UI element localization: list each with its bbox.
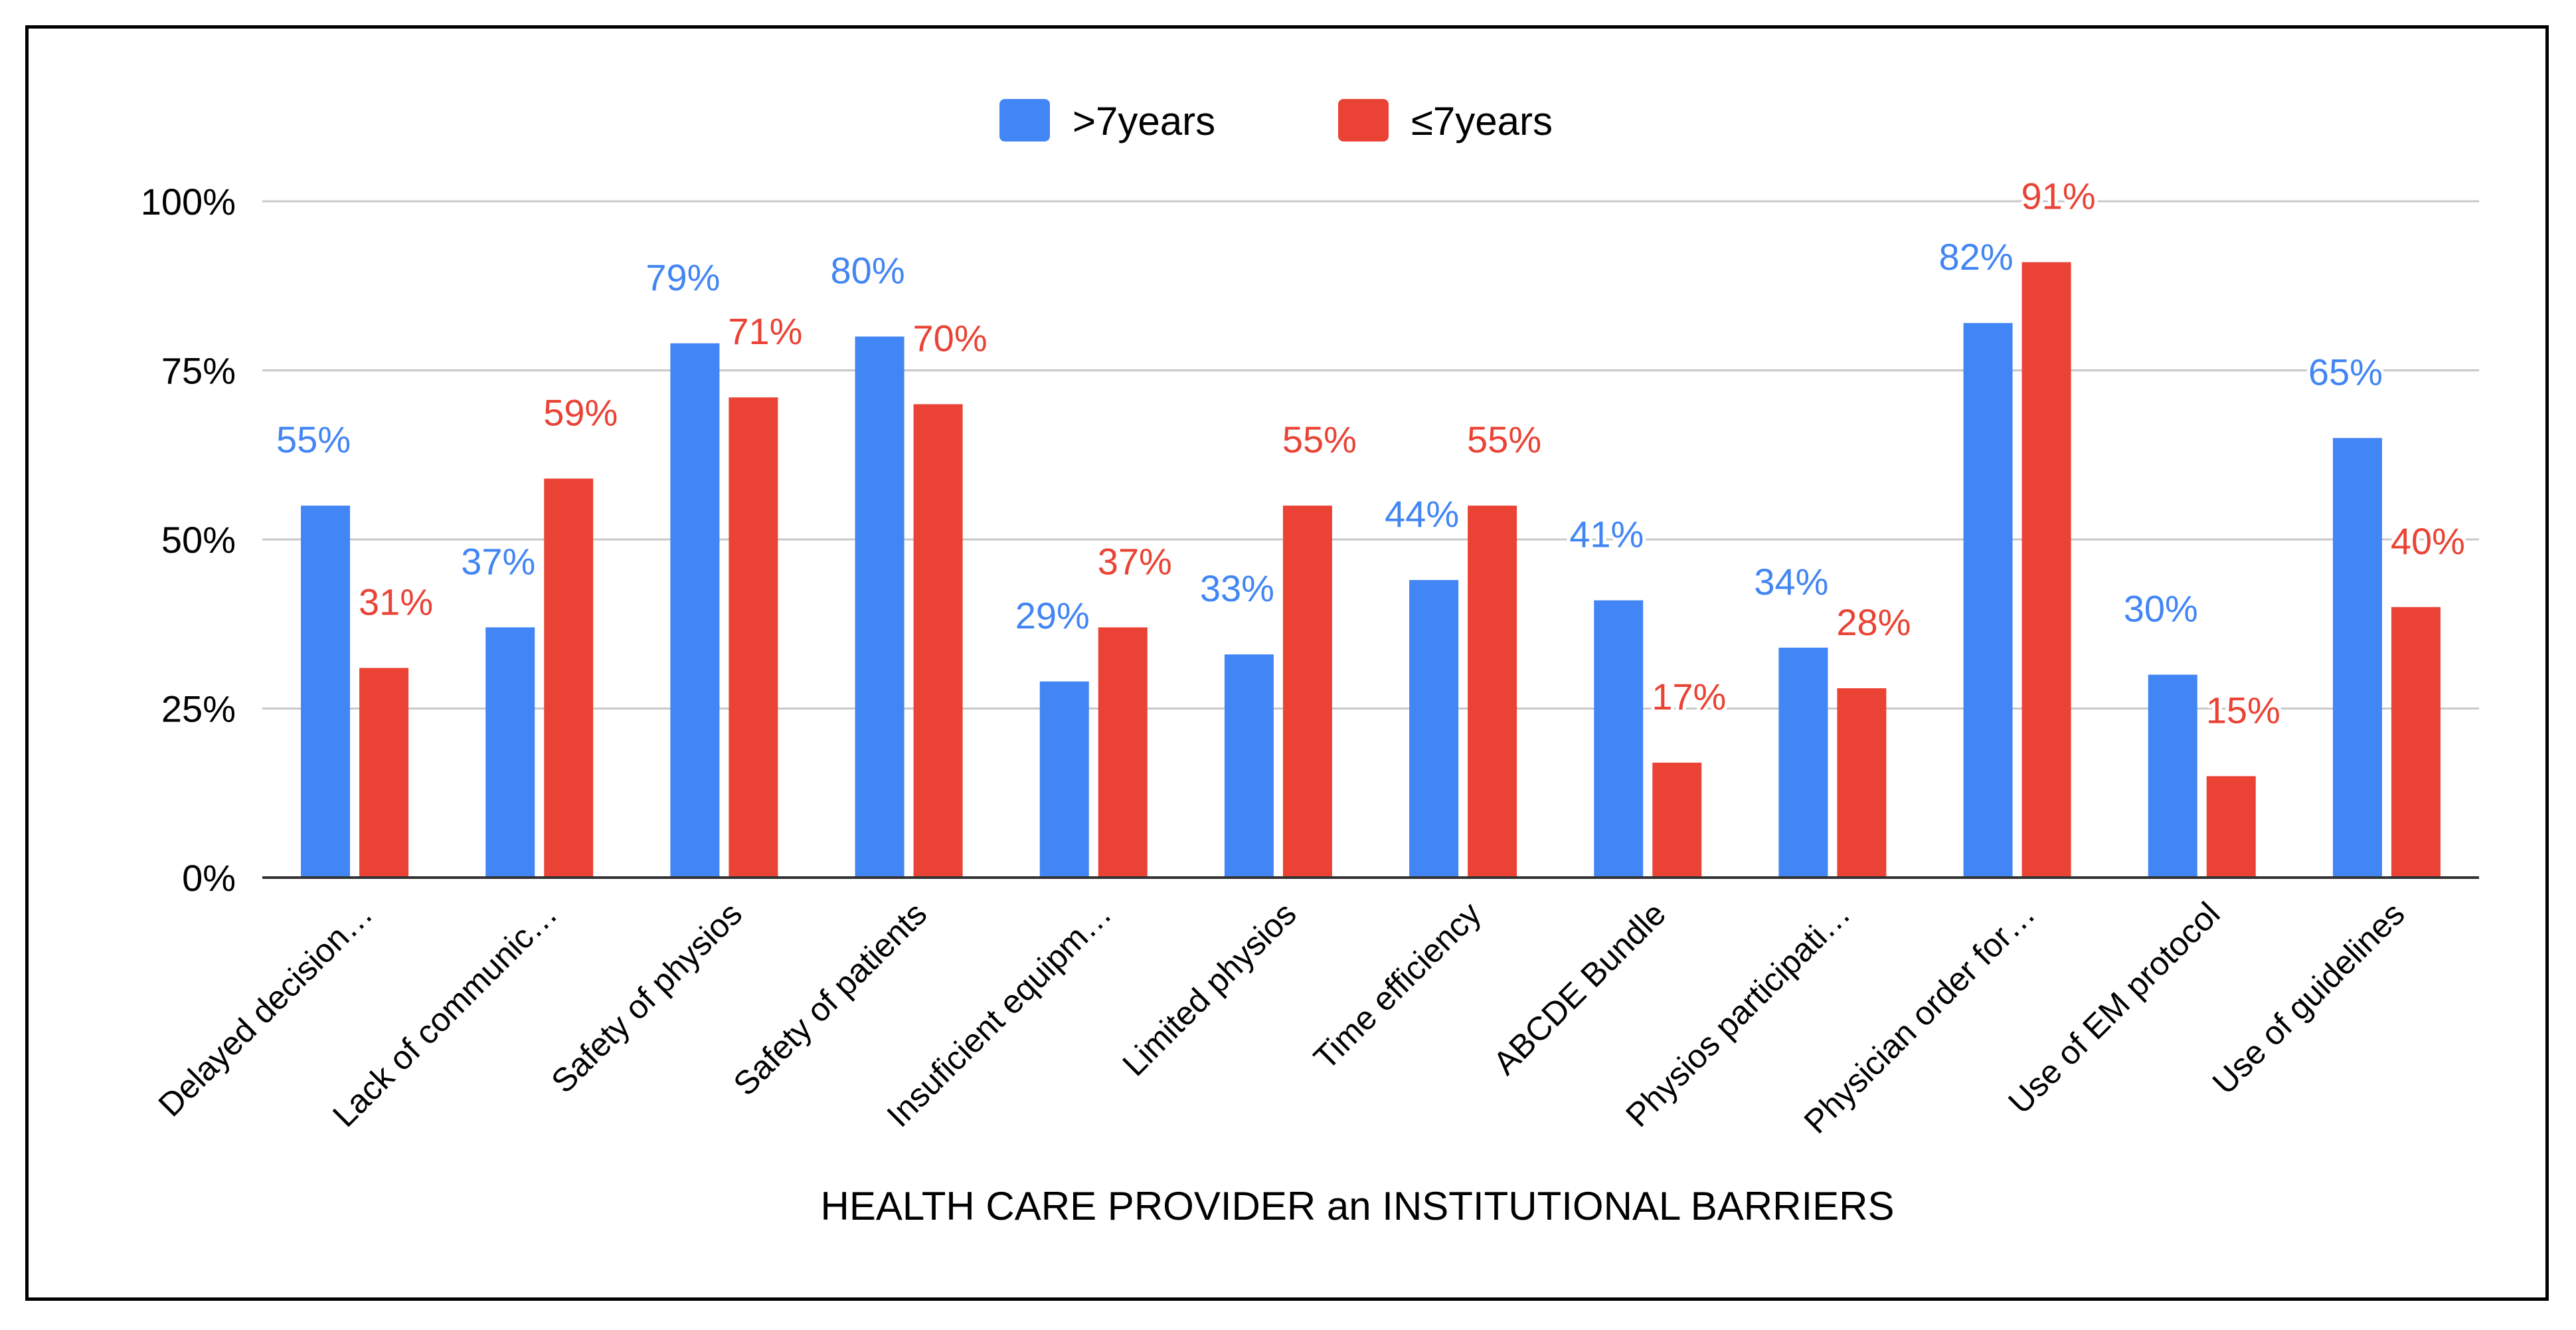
bar-gt7years (1224, 654, 1274, 878)
data-label-le7years: 55% (1282, 419, 1357, 460)
x-category-label: Safety of patients (727, 895, 934, 1103)
data-label-le7years: 91% (2021, 175, 2096, 217)
bar-le7years (1468, 506, 1517, 878)
y-tick-label: 0% (182, 857, 236, 899)
bar-gt7years (670, 343, 720, 878)
x-category-label: Use of guidelines (2205, 895, 2412, 1101)
data-label-le7years: 59% (543, 391, 618, 433)
x-axis-category-labels: Delayed decision…Lack of communic…Safety… (151, 895, 2412, 1141)
data-label-le7years: 31% (359, 581, 433, 622)
bar-gt7years (1594, 600, 1644, 878)
bar-gt7years (1963, 323, 2013, 878)
bar-gt7years (1039, 681, 1089, 878)
data-label-gt7years: 30% (2124, 588, 2198, 630)
data-label-gt7years: 80% (831, 250, 905, 292)
data-label-gt7years: 37% (461, 540, 535, 582)
data-label-le7years: 40% (2391, 520, 2465, 562)
bar-gt7years (1778, 647, 1828, 878)
data-labels: 55%31%37%59%79%71%80%70%29%37%33%55%44%5… (273, 172, 2468, 735)
data-label-gt7years: 33% (1200, 567, 1274, 609)
legend-swatch-le7years (1338, 99, 1389, 142)
legend: >7years ≤7years (999, 99, 1553, 143)
data-label-le7years: 15% (2206, 689, 2280, 731)
x-category-label: Time efficiency (1306, 895, 1488, 1076)
bar-le7years (913, 404, 963, 878)
bar-le7years (1282, 506, 1332, 878)
x-category-label: Safety of physios (544, 895, 749, 1100)
data-label-le7years: 17% (1652, 676, 1726, 717)
x-category-label: Use of EM protocol (2001, 895, 2227, 1121)
bar-gt7years (301, 506, 351, 878)
bar-le7years (359, 668, 409, 878)
x-axis-title: HEALTH CARE PROVIDER an INSTITUTIONAL BA… (821, 1184, 1895, 1228)
data-label-gt7years: 65% (2308, 351, 2383, 393)
bar-gt7years (2148, 674, 2197, 878)
data-label-gt7years: 79% (645, 256, 720, 298)
data-label-le7years: 28% (1836, 601, 1911, 643)
x-category-label: Limited physios (1115, 895, 1303, 1083)
y-tick-label: 25% (161, 688, 236, 730)
bar-le7years (1837, 688, 1887, 878)
data-label-le7years: 70% (913, 317, 987, 359)
grid-lines (262, 200, 2479, 710)
data-label-gt7years: 55% (276, 419, 351, 460)
bar-gt7years (485, 627, 535, 878)
data-label-gt7years: 34% (1754, 561, 1828, 603)
x-category-label: ABCDE Bundle (1486, 895, 1673, 1082)
data-label-gt7years: 29% (1015, 595, 1090, 636)
data-label-le7years: 37% (1098, 540, 1172, 582)
bar-gt7years (1409, 580, 1459, 878)
chart-frame: 0% 25% 50% 75% 100% 55% 31% 37% 59% 79% 71% 80% 70%… (25, 25, 2549, 1301)
data-label-gt7years: 82% (1939, 236, 2014, 278)
legend-label-gt7years: >7years (1073, 99, 1215, 143)
legend-label-le7years: ≤7years (1411, 99, 1553, 143)
bars (301, 262, 2441, 878)
bar-le7years (544, 478, 594, 878)
data-label-le7years: 71% (728, 310, 802, 352)
bar-le7years (1098, 627, 1148, 878)
bar-gt7years (2332, 438, 2382, 878)
bar-le7years (2021, 262, 2071, 878)
bar-le7years (1652, 762, 1702, 878)
bar-le7years (729, 397, 778, 878)
bar-chart: 0% 25% 50% 75% 100% 55% 31% 37% 59% 79%71% 80%70%… (141, 99, 2479, 1228)
y-tick-label: 75% (161, 350, 236, 392)
data-label-le7years: 55% (1467, 419, 1541, 460)
data-label-gt7years: 41% (1569, 514, 1644, 555)
bar-le7years (2391, 607, 2441, 878)
data-label-gt7years: 44% (1385, 493, 1459, 535)
y-axis-ticks: 0% 25% 50% 75% 100% (141, 181, 236, 899)
bar-gt7years (855, 336, 904, 878)
y-tick-label: 100% (141, 181, 236, 223)
bar-le7years (2206, 776, 2256, 878)
legend-swatch-gt7years (999, 99, 1050, 142)
y-tick-label: 50% (161, 519, 236, 561)
